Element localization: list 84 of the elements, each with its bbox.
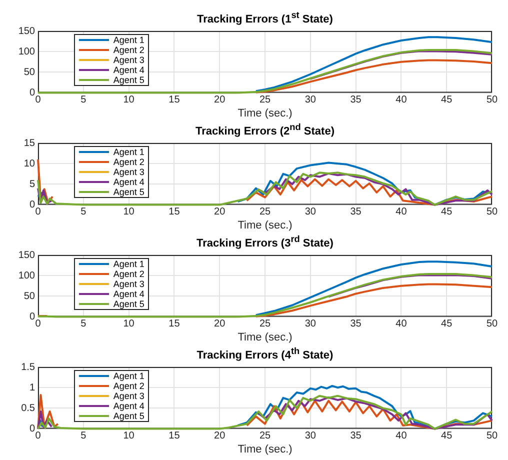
y-tick-label: 0 <box>29 200 36 211</box>
x-axis-title: Time (sec.) <box>238 331 292 344</box>
chart-title: Tracking Errors (1$^{st}$ State) <box>196 9 334 26</box>
legend-label: Agent 4 <box>113 401 144 411</box>
legend-label: Agent 4 <box>113 65 144 75</box>
y-tick-label: 0 <box>29 88 36 99</box>
y-tick-label: 100 <box>18 46 36 58</box>
x-tick-label: 25 <box>259 318 271 330</box>
y-tick-label: 50 <box>24 66 36 78</box>
x-tick-label: 35 <box>350 206 362 218</box>
x-tick-label: 50 <box>486 318 498 330</box>
x-tick-label: 10 <box>123 430 135 442</box>
x-tick-label: 35 <box>350 94 362 106</box>
legend-label: Agent 3 <box>113 167 144 177</box>
legend-label: Agent 3 <box>113 55 144 65</box>
x-tick-label: 20 <box>214 318 226 330</box>
x-tick-label: 50 <box>486 206 498 218</box>
x-tick-label: 35 <box>350 318 362 330</box>
legend-label: Agent 2 <box>113 157 144 167</box>
x-tick-label: 10 <box>123 318 135 330</box>
y-tick-label: 1 <box>29 382 36 394</box>
x-tick-label: 40 <box>396 206 408 218</box>
x-tick-label: 10 <box>123 206 135 218</box>
x-tick-label: 15 <box>168 318 180 330</box>
y-tick-label: 0 <box>29 312 36 323</box>
legend-label: Agent 3 <box>113 391 144 401</box>
y-tick-label: 10 <box>24 158 36 170</box>
x-axis-title: Time (sec.) <box>238 443 292 456</box>
x-tick-label: 40 <box>396 94 408 106</box>
y-tick-label: 5 <box>29 178 36 190</box>
legend-label: Agent 4 <box>113 289 144 299</box>
legend-label: Agent 3 <box>113 279 144 289</box>
x-tick-label: 15 <box>168 94 180 106</box>
y-tick-label: 50 <box>24 290 36 302</box>
y-tick-label: 100 <box>18 270 36 282</box>
y-tick-label: 1.5 <box>21 362 36 373</box>
legend-label: Agent 4 <box>113 177 144 187</box>
x-tick-label: 30 <box>304 206 316 218</box>
legend-label: Agent 2 <box>113 269 144 279</box>
y-tick-label: 0 <box>29 424 36 435</box>
chart-title: Tracking Errors (4$^{th}$ State) <box>196 345 334 362</box>
legend-label: Agent 1 <box>113 259 144 269</box>
x-tick-label: 50 <box>486 94 498 106</box>
x-tick-label: 25 <box>259 430 271 442</box>
x-tick-label: 40 <box>396 430 408 442</box>
x-tick-label: 45 <box>441 94 453 106</box>
x-tick-label: 20 <box>214 94 226 106</box>
x-axis-title: Time (sec.) <box>238 107 292 120</box>
y-tick-label: 0.5 <box>21 402 36 414</box>
x-tick-label: 5 <box>80 94 87 106</box>
x-tick-label: 5 <box>80 206 87 218</box>
chart-title: Tracking Errors (3$^{rd}$ State) <box>196 233 334 250</box>
chart-title: Tracking Errors (2$^{nd}$ State) <box>194 121 336 138</box>
y-tick-label: 15 <box>24 138 36 149</box>
x-tick-label: 20 <box>214 430 226 442</box>
x-tick-label: 5 <box>80 318 87 330</box>
legend-label: Agent 5 <box>113 187 144 197</box>
x-tick-label: 25 <box>259 94 271 106</box>
x-tick-label: 30 <box>304 430 316 442</box>
x-tick-label: 45 <box>441 430 453 442</box>
x-tick-label: 5 <box>80 430 87 442</box>
x-tick-label: 45 <box>441 318 453 330</box>
x-tick-label: 20 <box>214 206 226 218</box>
legend-label: Agent 1 <box>113 371 144 381</box>
x-tick-label: 30 <box>304 94 316 106</box>
y-tick-label: 150 <box>18 26 36 37</box>
x-tick-label: 50 <box>486 430 498 442</box>
legend-label: Agent 2 <box>113 381 144 391</box>
x-tick-label: 30 <box>304 318 316 330</box>
x-tick-label: 10 <box>123 94 135 106</box>
x-tick-label: 40 <box>396 318 408 330</box>
x-tick-label: 45 <box>441 206 453 218</box>
y-tick-label: 150 <box>18 250 36 261</box>
x-tick-label: 35 <box>350 430 362 442</box>
x-tick-label: 15 <box>168 430 180 442</box>
legend-label: Agent 2 <box>113 45 144 55</box>
legend-label: Agent 5 <box>113 299 144 309</box>
legend-label: Agent 1 <box>113 35 144 45</box>
legend-label: Agent 5 <box>113 75 144 85</box>
x-tick-label: 25 <box>259 206 271 218</box>
x-axis-title: Time (sec.) <box>238 219 292 232</box>
legend-label: Agent 5 <box>113 411 144 421</box>
x-tick-label: 15 <box>168 206 180 218</box>
legend-label: Agent 1 <box>113 147 144 157</box>
